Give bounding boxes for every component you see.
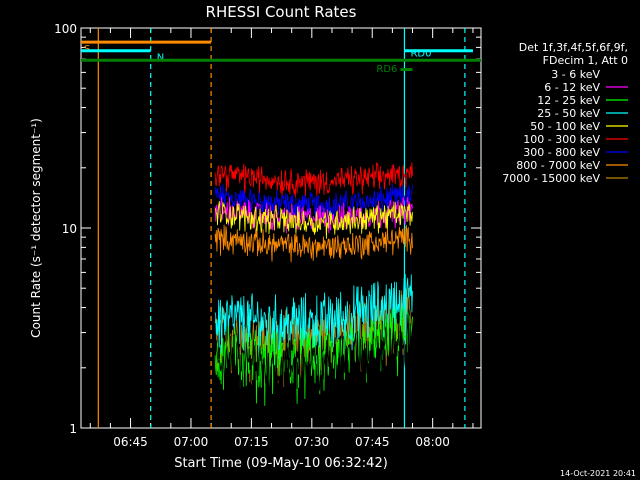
legend-entry-label: 300 - 800 keV <box>523 146 600 159</box>
legend-header: FDecim 1, Att 0 <box>543 54 628 67</box>
y-tick-label: 10 <box>62 222 77 236</box>
legend-entry-label: 50 - 100 keV <box>530 120 600 133</box>
legend-entry-label: 100 - 300 keV <box>523 133 600 146</box>
legend-entry-label: 25 - 50 keV <box>537 107 600 120</box>
x-tick-label: 07:45 <box>355 435 390 449</box>
legend-entry-label: 7000 - 15000 keV <box>502 172 600 185</box>
x-tick-label: 07:30 <box>295 435 330 449</box>
series-line-6 <box>214 162 413 198</box>
legend-entry-label: 12 - 25 keV <box>537 94 600 107</box>
series-line-1 <box>214 313 413 412</box>
y-tick-label: 100 <box>54 22 77 36</box>
legend-entry-label: 800 - 7000 keV <box>516 159 600 172</box>
series-line-8 <box>214 224 413 263</box>
y-tick-label: 1 <box>69 422 77 436</box>
series-line-7 <box>214 183 413 221</box>
legend-header: Det 1f,3f,4f,5f,6f,9f, <box>519 41 628 54</box>
legend-entry-label: 6 - 12 keV <box>544 81 600 94</box>
plot-area: 11010006:4507:0007:1507:3007:4508:00SNRD… <box>54 22 482 449</box>
x-tick-label: 07:15 <box>234 435 269 449</box>
x-tick-label: 07:00 <box>174 435 209 449</box>
legend: Det 1f,3f,4f,5f,6f,9f,FDecim 1, Att 03 -… <box>502 41 628 185</box>
flag-label: RD0 <box>410 49 431 60</box>
flag-label: RD6 <box>376 64 397 75</box>
y-axis-label: Count Rate (s⁻¹ detector segment⁻¹) <box>29 118 43 338</box>
series-line-5 <box>214 201 413 239</box>
legend-entry-label: 3 - 6 keV <box>551 68 600 81</box>
timestamp-label: 14-Oct-2021 20:41 <box>560 469 636 478</box>
x-tick-label: 06:45 <box>113 435 148 449</box>
x-tick-label: 08:00 <box>415 435 450 449</box>
flag-label: N <box>157 53 164 64</box>
chart-title: RHESSI Count Rates <box>206 3 357 21</box>
series-line-4 <box>214 274 413 373</box>
x-axis-label: Start Time (09-May-10 06:32:42) <box>174 456 388 471</box>
